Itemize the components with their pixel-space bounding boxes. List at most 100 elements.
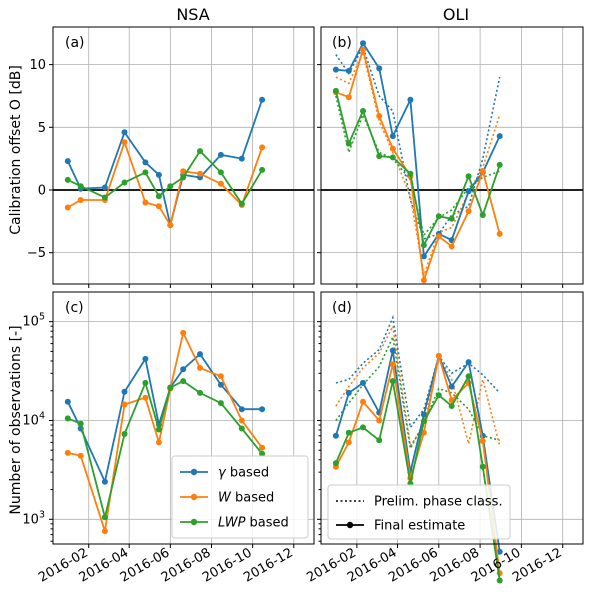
point-W (217, 180, 224, 187)
point-W (376, 113, 383, 119)
point-W (479, 438, 486, 444)
point-W (389, 145, 396, 152)
point-LWP (376, 153, 383, 160)
point-W (259, 144, 266, 151)
point-LWP (167, 384, 174, 391)
point-LWP (167, 183, 174, 190)
point-LWP (345, 429, 352, 436)
axes-frame (52, 26, 315, 285)
point-LWP (448, 215, 455, 222)
final-line-LWP (67, 149, 263, 206)
point-LWP (420, 418, 427, 425)
point-W (345, 94, 352, 101)
point-W (435, 352, 442, 359)
point-gamma (496, 548, 503, 555)
y-tick-label: 5 (38, 121, 46, 136)
point-gamma (121, 129, 128, 136)
point-LWP (389, 378, 396, 385)
point-W (448, 243, 455, 250)
final-line-W (335, 46, 501, 281)
point-W (420, 277, 427, 284)
point-gamma (448, 383, 455, 390)
point-LWP (121, 179, 128, 186)
y-tick-label: −5 (27, 246, 46, 261)
point-gamma (407, 96, 414, 103)
point-gamma (142, 159, 149, 166)
point-W (217, 373, 224, 380)
point-gamma (259, 406, 266, 413)
point-gamma (259, 96, 266, 103)
point-W (155, 203, 162, 210)
point-LWP (332, 87, 339, 94)
axes-frame (52, 291, 315, 545)
final-line-LWP (67, 380, 263, 518)
prelim-line-gamma (335, 45, 501, 240)
point-W (155, 439, 162, 446)
legend-marker-gamma (190, 468, 198, 476)
panel-c: 1031041052016-022016-042016-062016-08201… (22, 291, 315, 586)
point-W (465, 208, 472, 215)
prelim-line-LWP (335, 95, 500, 237)
point-gamma (155, 171, 162, 178)
point-LWP (259, 166, 266, 173)
final-line-W (67, 330, 263, 532)
point-W (376, 417, 383, 424)
point-gamma (238, 406, 245, 413)
point-W (167, 222, 174, 229)
point-gamma (465, 188, 472, 195)
y-tick-label: 105 (22, 312, 45, 330)
point-LWP (64, 415, 71, 422)
point-LWP (142, 169, 149, 176)
point-LWP (217, 400, 224, 407)
point-gamma (496, 133, 503, 140)
legend-label-gamma: γ based (218, 466, 269, 481)
point-W (180, 329, 187, 336)
ylabel-top: Calibration offset O [dB] (8, 65, 24, 235)
panel-a: −5 0 5 10 (27, 26, 315, 288)
point-gamma (197, 351, 203, 358)
title-oli: OLI (443, 5, 469, 24)
point-LWP (77, 183, 84, 190)
point-LWP (435, 392, 442, 399)
point-W (77, 197, 84, 203)
point-LWP (407, 170, 414, 177)
final-line-gamma (335, 41, 501, 260)
point-W (121, 401, 128, 408)
legend-style: Prelim. phase class. Final estimate (327, 484, 511, 540)
final-line-gamma (66, 99, 263, 226)
point-LWP (479, 212, 486, 218)
point-gamma (64, 158, 71, 165)
axes-frame (320, 26, 584, 285)
point-gamma (389, 347, 396, 354)
point-LWP (121, 431, 128, 437)
point-LWP (64, 176, 71, 183)
point-gamma (332, 432, 339, 439)
y-tick-label: 104 (22, 410, 45, 428)
point-W (197, 170, 203, 177)
point-W (64, 449, 71, 456)
y-tick-label: 10 (29, 58, 46, 73)
point-LWP (238, 200, 245, 207)
point-LWP (101, 514, 108, 521)
point-LWP (420, 242, 427, 249)
point-LWP (155, 426, 162, 433)
final-line-W (335, 355, 501, 574)
legend-series: γ based W based LWP based (171, 455, 309, 539)
point-W (121, 139, 128, 146)
panel-label-a: (a) (65, 35, 85, 51)
panel-label-d: (d) (332, 300, 352, 316)
legend-marker-LWP (190, 518, 198, 526)
point-gamma (101, 184, 108, 191)
point-W (64, 204, 71, 211)
point-LWP (389, 154, 396, 161)
point-W (238, 417, 245, 424)
legend-label-LWP: LWP based (218, 516, 289, 531)
point-LWP (332, 460, 339, 467)
legend-box (327, 484, 511, 540)
point-LWP (376, 437, 383, 444)
point-LWP (435, 213, 442, 220)
point-LWP (496, 161, 503, 168)
point-W (142, 394, 149, 401)
point-W (345, 439, 352, 446)
